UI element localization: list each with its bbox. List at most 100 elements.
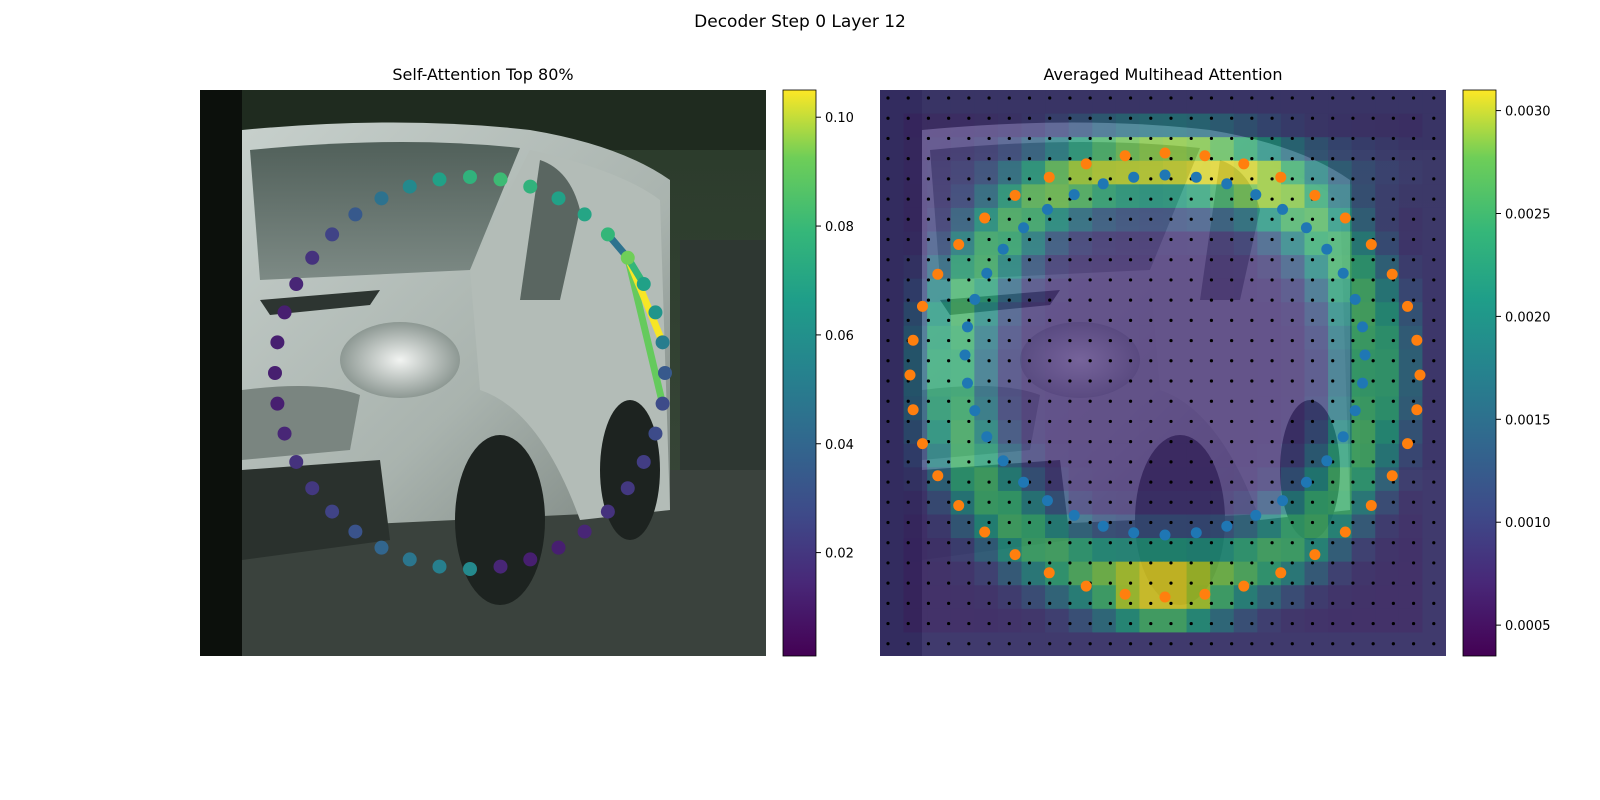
grid-point <box>1351 601 1355 605</box>
grid-point <box>1128 561 1133 565</box>
grid-point <box>1027 440 1032 444</box>
grid-point <box>1088 642 1092 646</box>
grid-point <box>1270 399 1274 403</box>
heatmap-cell <box>1328 160 1353 185</box>
grid-point <box>1250 581 1254 585</box>
grid-point <box>1411 157 1416 161</box>
grid-point <box>1391 379 1395 383</box>
heatmap-cell <box>880 396 904 421</box>
heatmap-cell <box>1068 302 1093 327</box>
grid-point <box>1411 177 1416 181</box>
grid-point <box>1331 338 1335 343</box>
grid-point <box>1331 278 1335 282</box>
heatmap-cell <box>1257 231 1282 256</box>
heatmap-cell <box>1045 608 1070 633</box>
grid-point <box>1351 197 1355 201</box>
heatmap-cell <box>927 514 952 539</box>
heatmap-cell <box>950 302 975 327</box>
heatmap-cell <box>1233 184 1258 209</box>
grid-point <box>1209 601 1214 605</box>
heatmap-cell <box>1233 632 1258 656</box>
grid-point <box>926 379 931 383</box>
heatmap-cell <box>1045 632 1070 656</box>
grid-point <box>1128 116 1133 120</box>
grid-point <box>926 359 931 363</box>
grid-point <box>906 581 910 585</box>
grid-point <box>1189 197 1193 201</box>
heatmap-cell <box>1115 608 1140 633</box>
heatmap-cell <box>927 160 952 185</box>
grid-point <box>967 642 971 646</box>
grid-point <box>1088 520 1092 525</box>
contour-point <box>577 524 592 539</box>
heatmap-cell <box>1351 514 1376 539</box>
heatmap-cell <box>1210 113 1235 138</box>
heatmap-cell <box>1398 255 1423 280</box>
heatmap-cell <box>1163 585 1187 610</box>
grid-point <box>1068 177 1072 181</box>
heatmap-cell <box>903 538 928 563</box>
contour-point <box>523 179 538 194</box>
heatmap-cell <box>1045 373 1070 397</box>
grid-point <box>1027 136 1032 141</box>
grid-point <box>1250 278 1254 282</box>
grid-point <box>1250 237 1254 242</box>
heatmap-cell <box>997 561 1022 586</box>
grid-point <box>1068 298 1072 302</box>
grid-point <box>1088 440 1092 444</box>
grid-point <box>1411 581 1416 585</box>
heatmap-cell <box>1398 184 1423 209</box>
grid-point <box>1230 136 1234 141</box>
grid-point <box>1108 520 1112 525</box>
outer-contour-point <box>907 404 919 416</box>
grid-point <box>1149 379 1153 383</box>
grid-point <box>1230 601 1234 605</box>
grid-point <box>947 157 951 161</box>
colorbar-tick-label: 0.0030 <box>1505 105 1551 120</box>
grid-point <box>1310 541 1315 545</box>
grid-point <box>1432 440 1436 444</box>
heatmap-cell <box>1139 278 1164 303</box>
heatmap-cell <box>1351 113 1376 138</box>
heatmap-cell <box>1021 420 1046 445</box>
heatmap-cell <box>1115 302 1140 327</box>
grid-point <box>1331 217 1335 221</box>
heatmap-cell <box>1257 325 1282 350</box>
grid-point <box>1189 419 1193 424</box>
grid-point <box>1351 440 1355 444</box>
grid-point <box>1391 581 1395 585</box>
inner-contour-point <box>1221 520 1233 532</box>
grid-point <box>1209 642 1214 646</box>
heatmap-cell <box>1351 561 1376 586</box>
heatmap-cell <box>880 113 904 138</box>
grid-point <box>967 237 971 242</box>
grid-point <box>1432 500 1436 504</box>
contour-point <box>620 250 635 265</box>
heatmap-cell <box>1186 608 1211 633</box>
grid-point <box>926 541 931 545</box>
grid-point <box>1048 258 1052 262</box>
inner-contour-point <box>1250 509 1262 521</box>
grid-point <box>1007 278 1011 282</box>
grid-point <box>1169 460 1173 464</box>
grid-point <box>1290 460 1294 464</box>
grid-point <box>1108 440 1112 444</box>
grid-point <box>1270 460 1274 464</box>
grid-point <box>1088 561 1092 565</box>
heatmap-cell <box>1257 160 1282 185</box>
grid-point <box>1108 541 1112 545</box>
grid-point <box>1007 520 1011 525</box>
heatmap-cell <box>903 231 928 256</box>
grid-point <box>1351 136 1355 141</box>
heatmap-cell <box>1257 514 1282 539</box>
grid-point <box>1310 379 1315 383</box>
heatmap-cell <box>1068 396 1093 421</box>
grid-point <box>1351 460 1355 464</box>
inner-contour-point <box>1041 495 1053 507</box>
grid-point <box>1068 136 1072 141</box>
left-colorbar-ticks: 0.02 0.04 0.06 0.08 0.10 <box>816 111 854 562</box>
heatmap-cell <box>1139 231 1164 256</box>
grid-point <box>1310 399 1315 403</box>
grid-point <box>1310 217 1315 221</box>
heatmap-cell <box>1045 255 1070 280</box>
